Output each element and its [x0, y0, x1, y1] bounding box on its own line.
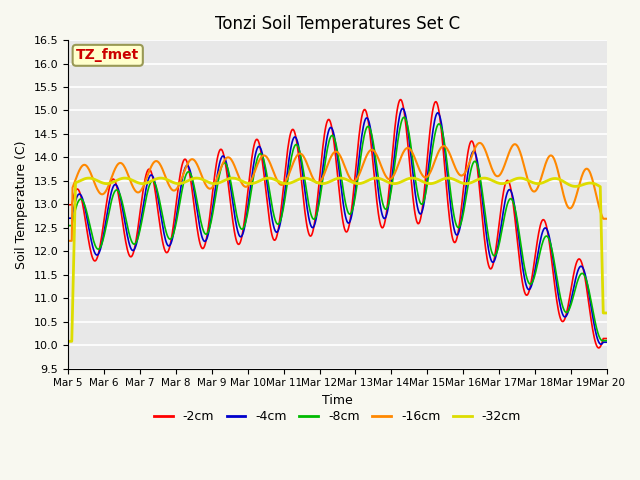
-2cm	[184, 162, 192, 168]
-4cm	[419, 204, 427, 210]
-16cm	[419, 173, 426, 179]
Text: TZ_fmet: TZ_fmet	[76, 48, 140, 62]
-4cm	[184, 163, 192, 169]
-4cm	[129, 248, 137, 253]
-4cm	[597, 341, 605, 347]
-8cm	[419, 200, 427, 205]
-32cm	[212, 180, 220, 186]
-4cm	[603, 339, 611, 345]
-32cm	[184, 178, 192, 183]
-16cm	[212, 177, 220, 182]
-4cm	[404, 124, 412, 130]
Line: -16cm: -16cm	[68, 143, 607, 241]
Line: -2cm: -2cm	[68, 100, 607, 348]
-8cm	[400, 114, 408, 120]
-8cm	[184, 169, 192, 175]
-32cm	[419, 179, 426, 184]
-2cm	[397, 97, 404, 103]
-4cm	[64, 216, 72, 221]
-4cm	[74, 192, 82, 198]
Title: Tonzi Soil Temperatures Set C: Tonzi Soil Temperatures Set C	[215, 15, 460, 33]
-8cm	[74, 200, 82, 205]
-2cm	[74, 186, 82, 192]
-32cm	[74, 179, 82, 185]
-4cm	[212, 178, 220, 183]
Line: -4cm: -4cm	[68, 108, 607, 344]
Line: -8cm: -8cm	[68, 117, 607, 341]
-16cm	[129, 184, 137, 190]
-8cm	[129, 241, 137, 247]
-2cm	[404, 139, 412, 144]
-32cm	[403, 176, 411, 182]
-2cm	[419, 197, 427, 203]
-32cm	[64, 338, 72, 344]
-16cm	[403, 145, 411, 151]
-32cm	[603, 310, 611, 316]
-16cm	[74, 171, 82, 177]
X-axis label: Time: Time	[322, 394, 353, 407]
-2cm	[129, 250, 137, 256]
-2cm	[64, 202, 72, 208]
-8cm	[64, 223, 72, 228]
-8cm	[603, 338, 611, 344]
Line: -32cm: -32cm	[68, 178, 607, 341]
-2cm	[603, 336, 611, 341]
-32cm	[480, 175, 488, 181]
-2cm	[212, 160, 220, 166]
-16cm	[184, 160, 192, 166]
-4cm	[399, 106, 406, 111]
Legend: -2cm, -4cm, -8cm, -16cm, -32cm: -2cm, -4cm, -8cm, -16cm, -32cm	[149, 405, 526, 428]
-16cm	[603, 216, 611, 222]
-16cm	[476, 140, 483, 146]
Y-axis label: Soil Temperature (C): Soil Temperature (C)	[15, 140, 28, 269]
-16cm	[64, 238, 72, 244]
-32cm	[129, 178, 137, 183]
-8cm	[598, 338, 606, 344]
-2cm	[595, 345, 603, 351]
-8cm	[404, 123, 412, 129]
-8cm	[212, 188, 220, 194]
